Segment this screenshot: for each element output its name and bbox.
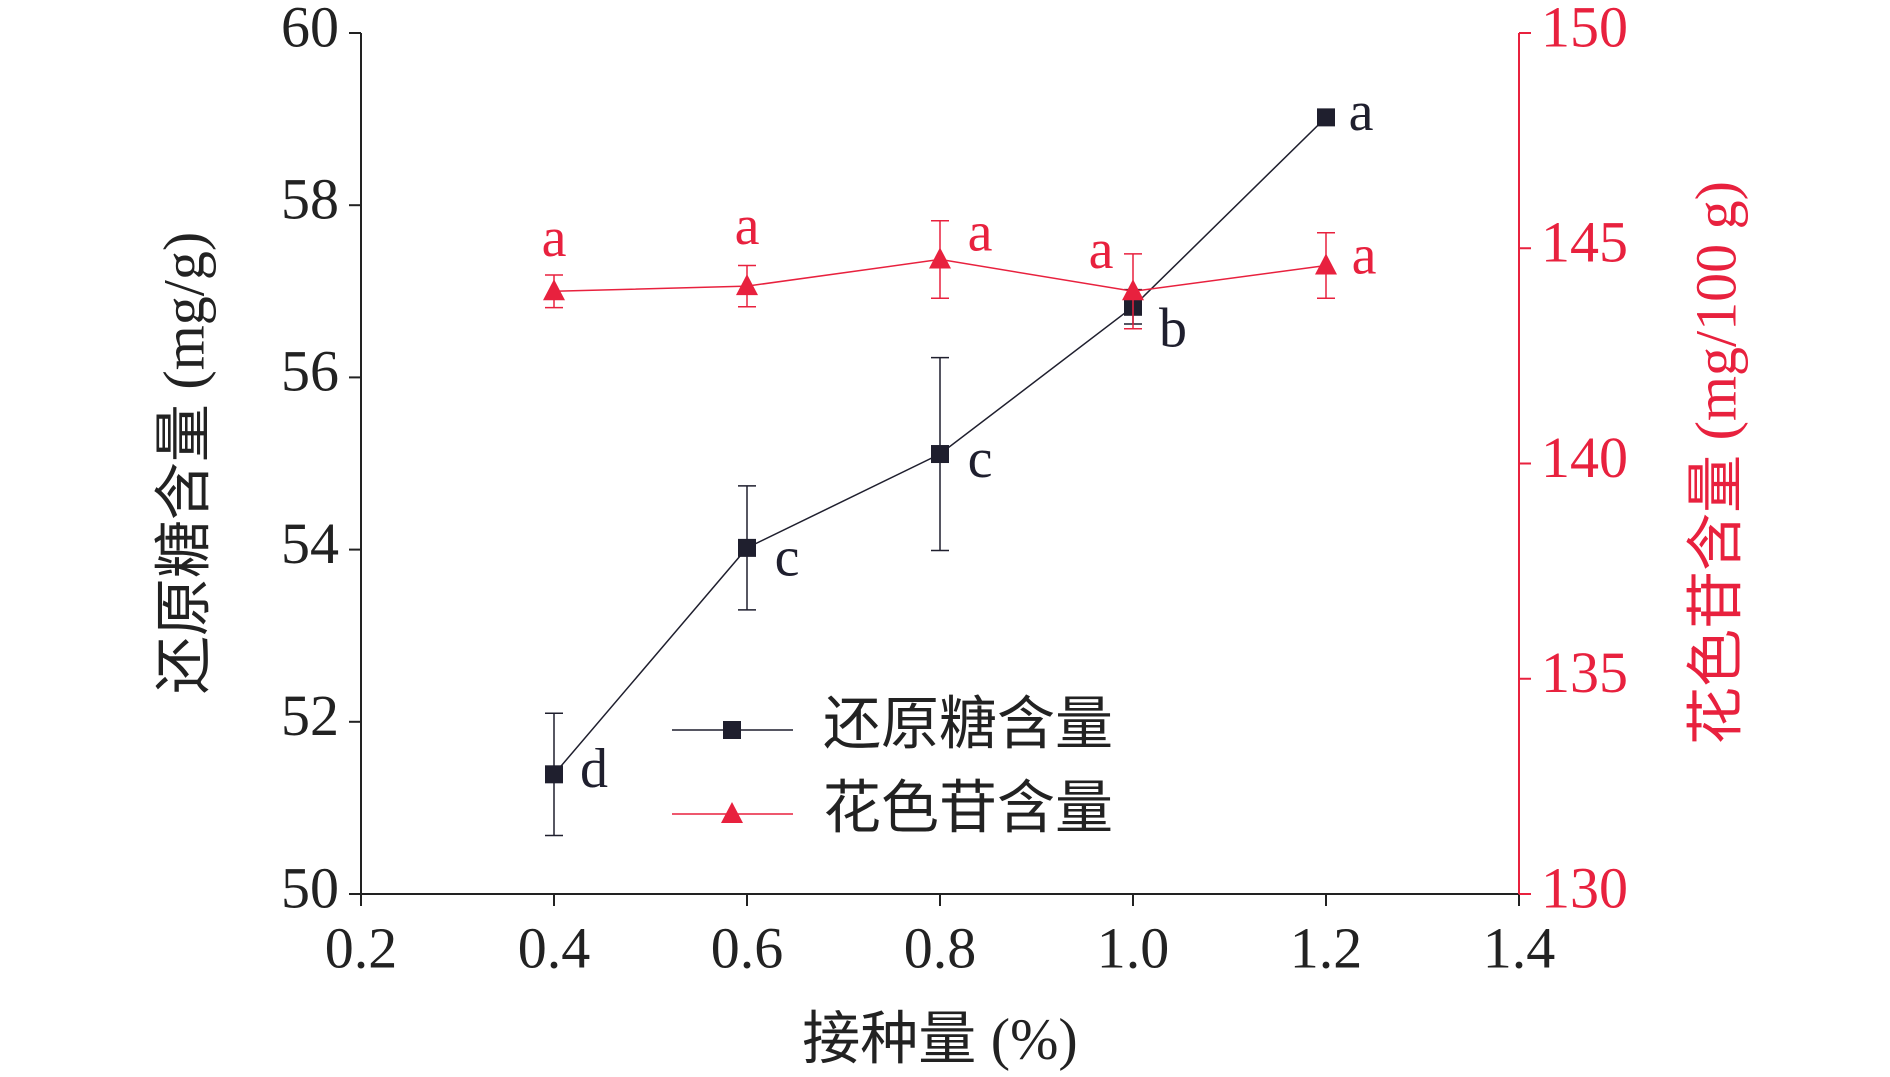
point-label: a: [1089, 219, 1114, 281]
marker: [736, 274, 758, 296]
x-tick-label: 0.4: [518, 915, 591, 980]
x-tick-label: 0.6: [711, 915, 784, 980]
point-label: a: [1352, 224, 1377, 286]
legend-label: 花色苷含量: [823, 775, 1113, 840]
y-tick-label: 56: [281, 339, 339, 404]
point-label: c: [775, 527, 800, 589]
marker: [1122, 279, 1144, 301]
x-tick-label: 0.8: [904, 915, 977, 980]
marker: [1317, 108, 1335, 127]
marker: [931, 445, 949, 464]
y-tick-label: 50: [281, 855, 339, 920]
point-label: c: [968, 428, 993, 490]
y2-tick-label: 130: [1541, 855, 1628, 920]
marker: [545, 765, 563, 784]
point-label: a: [968, 201, 993, 263]
marker: [543, 279, 565, 301]
point-label: a: [542, 207, 567, 269]
marker: [738, 538, 756, 557]
point-label: d: [580, 738, 608, 800]
point-label: a: [735, 195, 760, 257]
legend-label: 还原糖含量: [823, 691, 1113, 756]
x-tick-label: 1.2: [1290, 915, 1363, 980]
y-tick-label: 58: [281, 167, 339, 232]
marker: [929, 247, 951, 269]
y-tick-label: 60: [281, 0, 339, 59]
y2-tick-label: 140: [1541, 425, 1628, 490]
legend-marker: [723, 721, 741, 739]
x-axis-title: 接种量 (%): [802, 1006, 1077, 1071]
y2-tick-label: 135: [1541, 640, 1628, 705]
point-label: b: [1159, 298, 1187, 360]
point-label: a: [1349, 81, 1374, 143]
y2-tick-label: 150: [1541, 0, 1628, 59]
y2-tick-label: 145: [1541, 210, 1628, 275]
y-tick-label: 54: [281, 511, 339, 576]
marker: [1315, 253, 1337, 275]
y-axis-title: 还原糖含量 (mg/g): [151, 232, 216, 694]
x-tick-label: 0.2: [325, 915, 398, 980]
legend-marker: [721, 802, 743, 823]
y-tick-label: 52: [281, 683, 339, 748]
x-tick-label: 1.4: [1483, 915, 1556, 980]
x-tick-label: 1.0: [1097, 915, 1170, 980]
y2-axis-title: 花色苷含量 (mg/100 g): [1683, 181, 1748, 745]
